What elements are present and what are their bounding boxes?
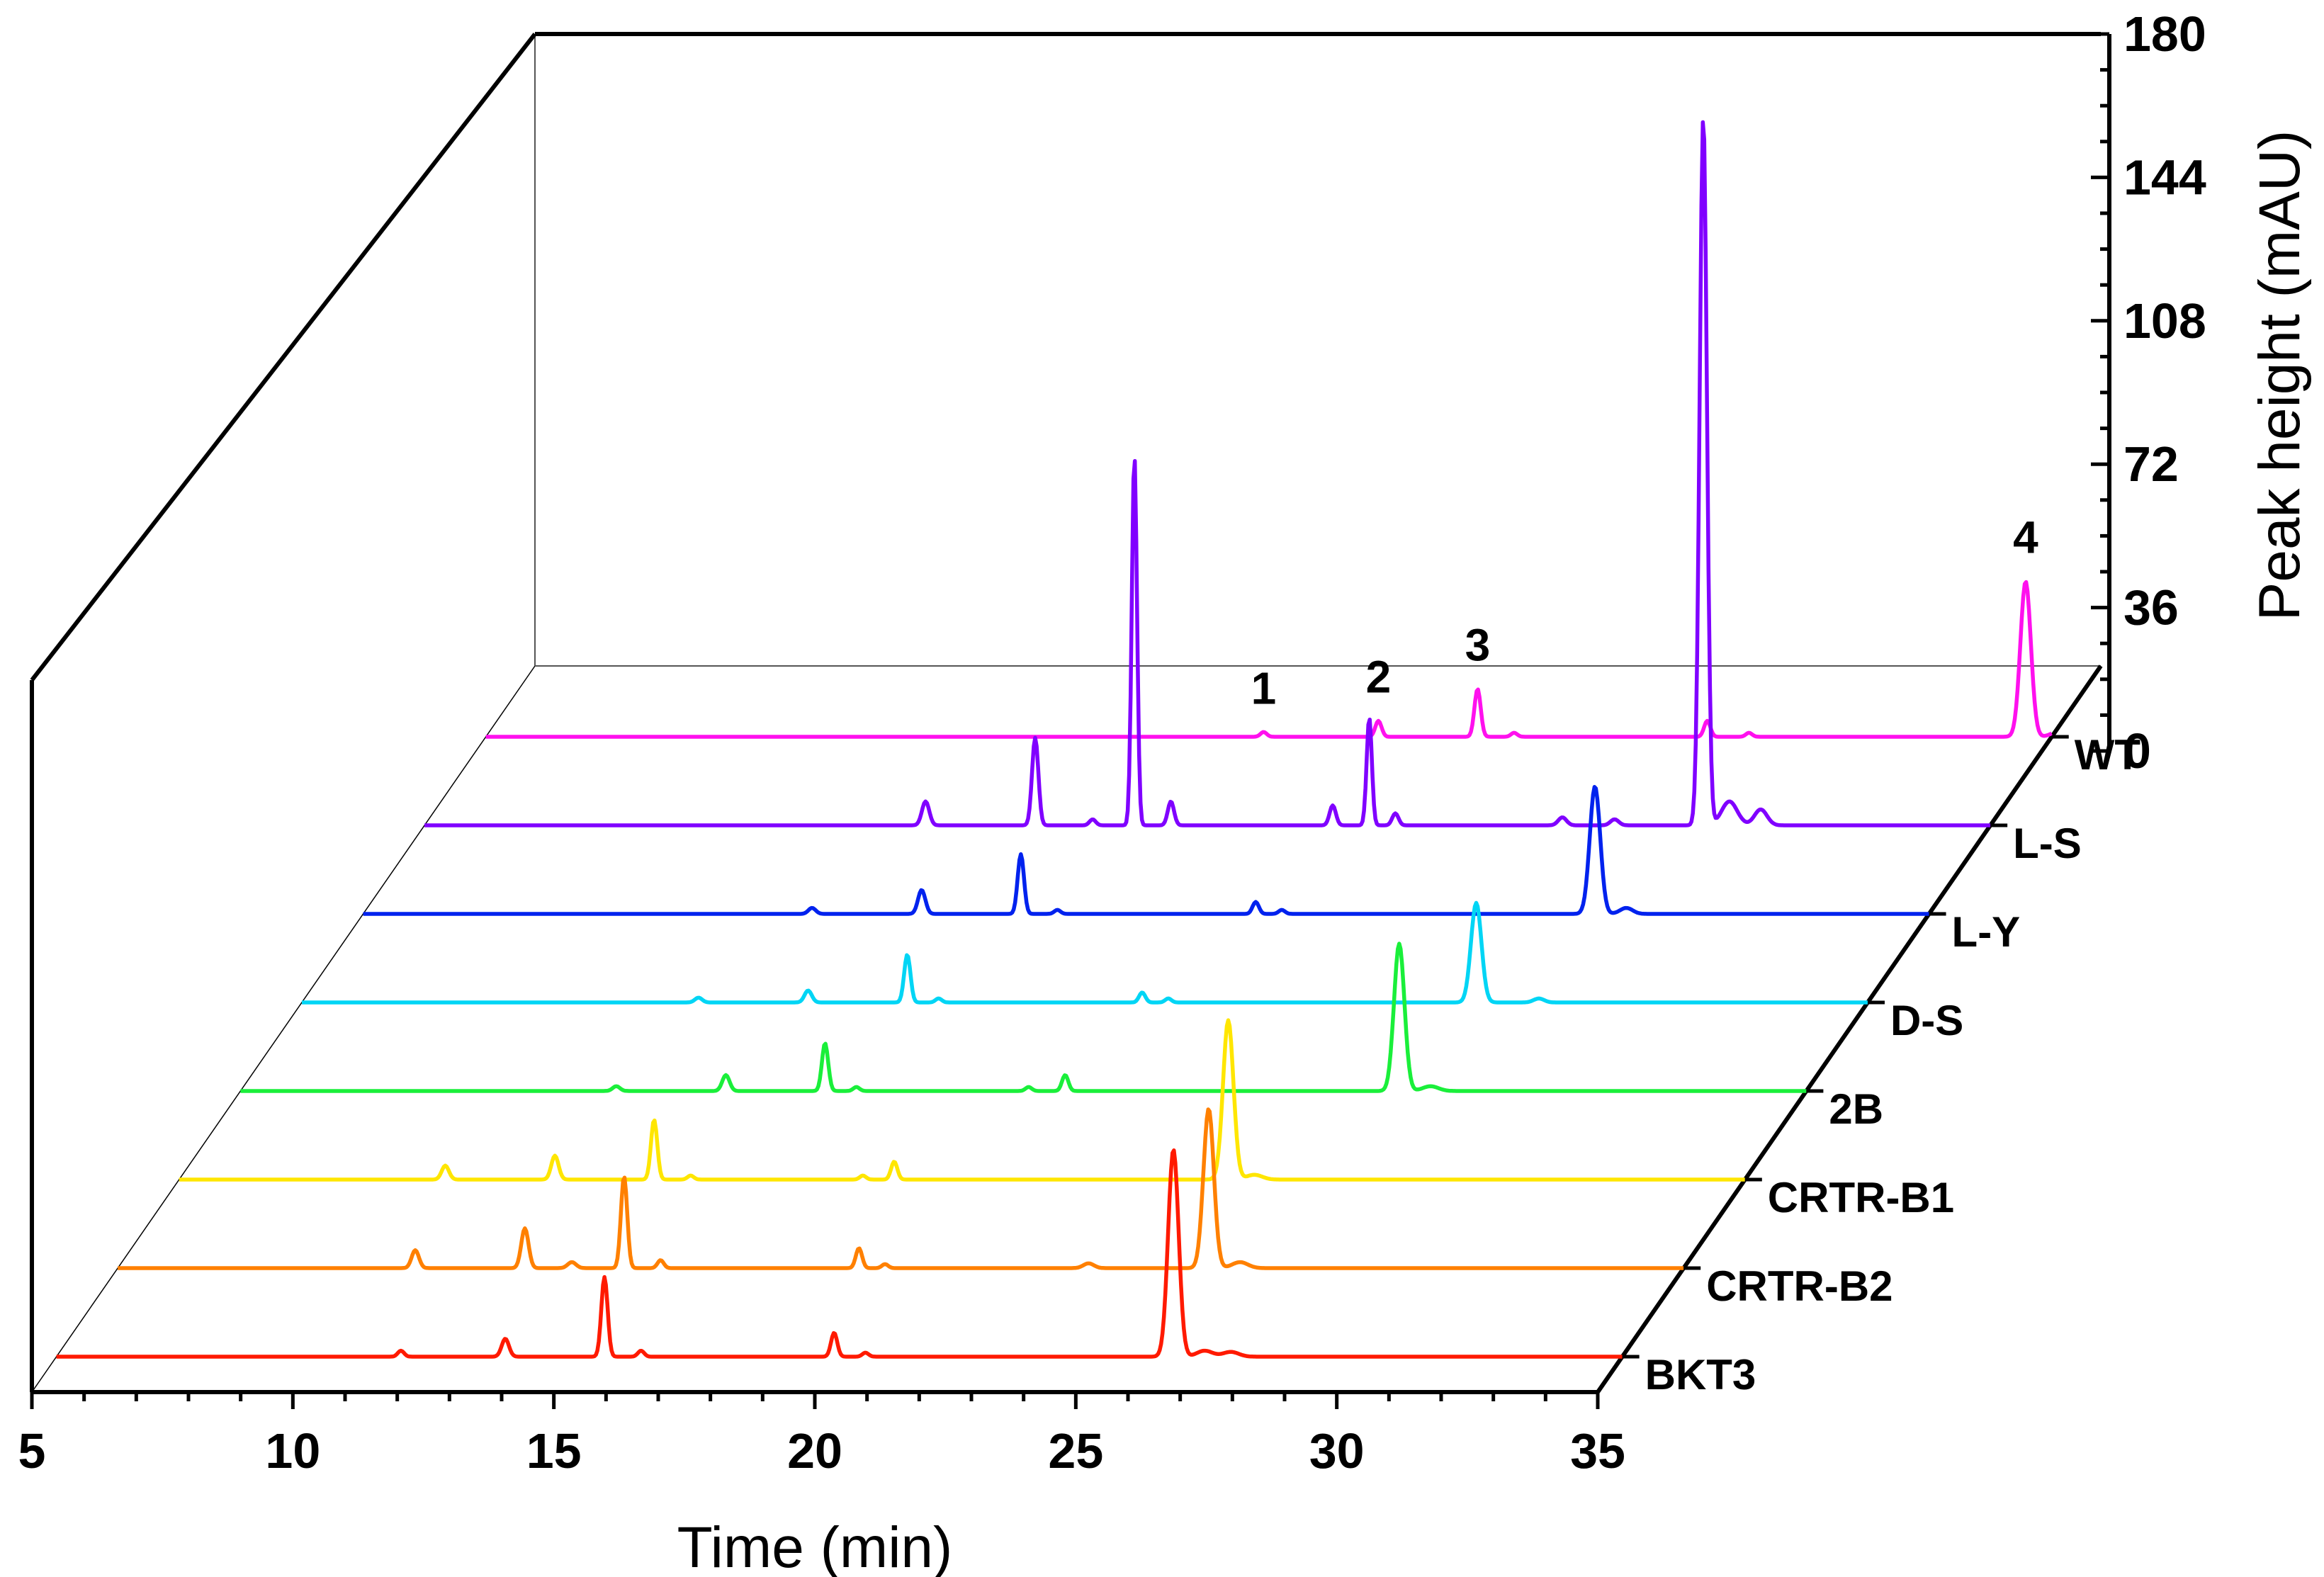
trace-crtr-b2 [117,1107,1684,1270]
sample-label-crtr-b1: CRTR-B1 [1768,1174,1954,1221]
x-tick-label: 5 [18,1423,46,1479]
y-tick-label: 144 [2123,149,2206,205]
trace-bkt3 [55,1148,1623,1359]
trace-l-s [424,120,1991,827]
y-tick-label: 108 [2123,293,2206,349]
y-axis-title: Peak height (mAU) [2247,130,2312,621]
peak-label-3: 3 [1465,620,1491,671]
x-tick-label: 20 [787,1423,842,1479]
y-tick-label: 0 [2123,723,2151,779]
trace-2b [239,942,1807,1093]
x-tick-label: 10 [265,1423,320,1479]
floor-right-edge [1596,665,2103,1394]
x-tick-label: 30 [1309,1423,1365,1479]
x-axis: 5 10 15 20 25 30 35 [18,1390,1625,1479]
floor-left-edge [31,665,536,1393]
trace-crtr-b1 [179,1018,1746,1182]
peak-label-2: 2 [1366,652,1392,703]
y-tick-label: 36 [2123,580,2179,635]
y-tick-label: 72 [2123,436,2179,492]
peak-label-1: 1 [1251,662,1277,713]
peak-labels: 1 2 3 4 [1251,512,2039,714]
sample-axis-labels: BKT3 CRTR-B2 CRTR-B1 2BD-S L-Y L-S WT [1622,731,2140,1398]
x-axis-title: Time (min) [677,1515,953,1577]
sample-label-bkt3: BKT3 [1645,1351,1756,1398]
y-axis: 0 36 72 108 144 180 [2091,6,2206,779]
sample-label-d-s: D-S [1890,997,1963,1044]
x-tick-label: 35 [1570,1423,1625,1479]
y-tick-label: 180 [2123,6,2206,62]
x-tick-label: 25 [1048,1423,1103,1479]
left-wall-top-edge [30,33,537,682]
sample-label-crtr-b2: CRTR-B2 [1706,1262,1893,1310]
sample-label-wt: WT [2075,731,2140,779]
chart-frame [30,32,2103,1394]
chromatogram-traces [55,120,2053,1359]
sample-label-l-s: L-S [2013,820,2082,867]
trace-wt [485,580,2053,739]
peak-label-4: 4 [2013,512,2038,563]
sample-label-2b: 2B [1829,1085,1883,1133]
sample-label-l-y: L-Y [1952,908,2021,956]
trace-l-y [362,785,1930,916]
x-tick-label: 15 [526,1423,582,1479]
trace-d-s [301,900,1868,1005]
